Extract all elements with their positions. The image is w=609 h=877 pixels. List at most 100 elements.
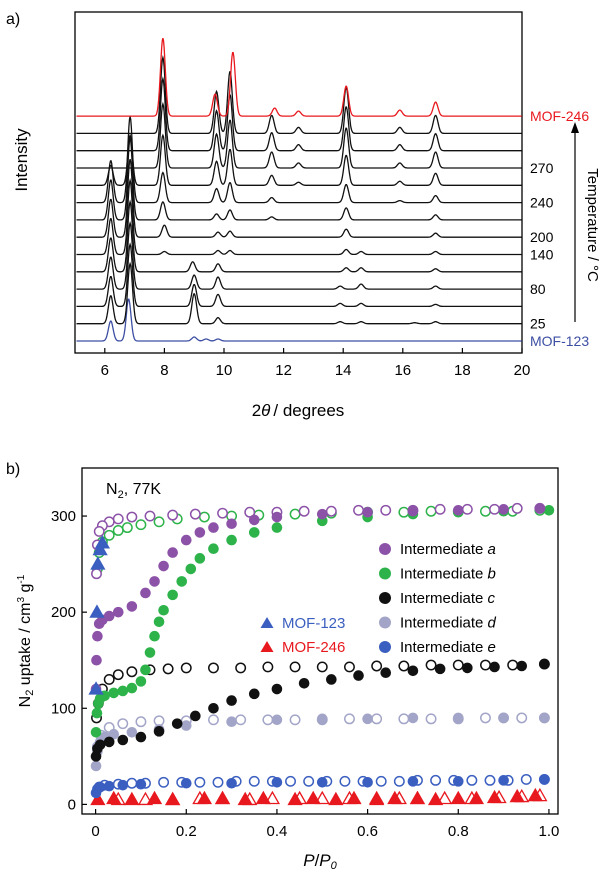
desorption-point xyxy=(126,666,138,678)
desorption-point xyxy=(162,663,174,675)
adsorption-point xyxy=(226,695,237,706)
desorption-point xyxy=(91,568,102,580)
trace-mof123 xyxy=(76,298,522,342)
desorption-point xyxy=(117,718,129,730)
adsorption-point xyxy=(180,777,192,789)
desorption-point xyxy=(235,714,247,726)
adsorption-point xyxy=(167,547,178,558)
desorption-point xyxy=(235,662,247,674)
adsorption-point xyxy=(90,791,106,806)
desorption-point xyxy=(180,662,192,674)
adsorption-point xyxy=(498,775,509,786)
adsorption-point xyxy=(271,511,283,523)
adsorption-point xyxy=(539,658,550,670)
legend-entry: Intermediate a xyxy=(400,541,496,558)
xtick-label: 0.8 xyxy=(448,823,469,840)
adsorption-point xyxy=(534,503,546,514)
xtick-label: 6 xyxy=(101,362,109,379)
trace-s4 xyxy=(76,199,522,273)
adsorption-point xyxy=(516,660,528,672)
panel-a-label: a) xyxy=(6,11,20,28)
desorption-point xyxy=(480,712,491,724)
adsorption-point xyxy=(298,677,310,689)
desorption-point xyxy=(466,774,478,786)
adsorption-point xyxy=(527,787,543,802)
legend-marker xyxy=(379,543,391,555)
adsorption-point xyxy=(316,713,328,725)
adsorption-point xyxy=(165,791,181,806)
adsorption-point xyxy=(91,654,102,666)
adsorption-point xyxy=(124,791,140,806)
desorption-point xyxy=(344,661,355,673)
adsorption-point xyxy=(176,576,188,587)
adsorption-point xyxy=(271,683,283,695)
adsorption-point xyxy=(498,504,509,515)
adsorption-point xyxy=(196,790,213,805)
adsorption-point xyxy=(126,601,138,612)
adsorption-point xyxy=(103,610,115,622)
desorption-point xyxy=(212,776,224,788)
desorption-point xyxy=(167,509,179,521)
adsorption-point xyxy=(462,662,473,674)
xtick-label: 1.0 xyxy=(539,823,560,840)
trace-t200 xyxy=(76,159,522,238)
legend: Intermediate a Intermediate b Intermediate… xyxy=(260,541,497,656)
legend-entry: Intermediate b xyxy=(400,566,496,583)
adsorption-point xyxy=(108,728,120,740)
adsorption-point xyxy=(452,712,464,724)
adsorption-point xyxy=(135,731,147,743)
desorption-point xyxy=(353,504,364,516)
temperature-title: Temperature / °C xyxy=(584,168,601,282)
arrow-head-icon xyxy=(571,122,579,133)
trace-s11 xyxy=(76,76,522,152)
adsorption-point xyxy=(158,560,169,572)
adsorption-point xyxy=(255,790,271,805)
adsorption-point xyxy=(387,790,403,805)
adsorption-point xyxy=(153,616,165,628)
desorption-point xyxy=(511,502,523,514)
desorption-point xyxy=(398,506,410,518)
desorption-point xyxy=(244,506,256,518)
desorption-point xyxy=(398,660,410,672)
adsorption-point xyxy=(92,541,108,556)
adsorption-point xyxy=(103,780,115,792)
panel-b: b) N2, 77K 0 0.2 0.4 0.6 0.8 1.0 0 100 200 300 N2… xyxy=(6,461,559,872)
panel-b-annotation: N2, 77K xyxy=(106,481,161,501)
adsorption-point xyxy=(362,713,373,725)
trace-label-t270: 270 xyxy=(530,160,554,176)
adsorption-point xyxy=(539,712,550,724)
adsorption-point xyxy=(90,556,106,570)
adsorption-point xyxy=(171,718,183,729)
adsorption-point xyxy=(226,716,237,728)
xtick-label: 0 xyxy=(91,823,99,840)
panel-a-ylabel: Intensity xyxy=(12,128,31,192)
adsorption-point xyxy=(509,788,525,803)
desorption-point xyxy=(371,713,383,725)
adsorption-point xyxy=(305,790,321,805)
adsorption-point xyxy=(316,776,328,788)
adsorption-point xyxy=(427,791,444,806)
adsorption-point xyxy=(194,553,206,564)
desorption-point xyxy=(289,661,301,673)
desorption-point xyxy=(489,503,500,515)
xtick-label: 0.2 xyxy=(176,823,197,840)
desorption-point xyxy=(208,662,219,674)
adsorption-point xyxy=(407,505,419,517)
adsorption-point xyxy=(94,535,111,549)
adsorption-point xyxy=(407,776,419,787)
desorption-point xyxy=(371,660,383,672)
adsorption-point xyxy=(135,676,147,687)
panel-b-ylabel: N2 uptake / cm3 g-1 xyxy=(16,574,36,707)
adsorption-point xyxy=(94,781,106,793)
panel-b-ticks: 0 0.2 0.4 0.6 0.8 1.0 0 100 200 300 xyxy=(51,508,559,840)
desorption-point xyxy=(248,775,260,787)
desorption-point xyxy=(289,508,301,520)
adsorption-point xyxy=(112,606,124,618)
panel-a-frame xyxy=(74,11,523,354)
adsorption-point xyxy=(452,776,464,787)
adsorption-point xyxy=(346,790,362,805)
desorption-point xyxy=(153,516,165,528)
desorption-point xyxy=(303,775,315,787)
desorption-point xyxy=(452,659,464,671)
